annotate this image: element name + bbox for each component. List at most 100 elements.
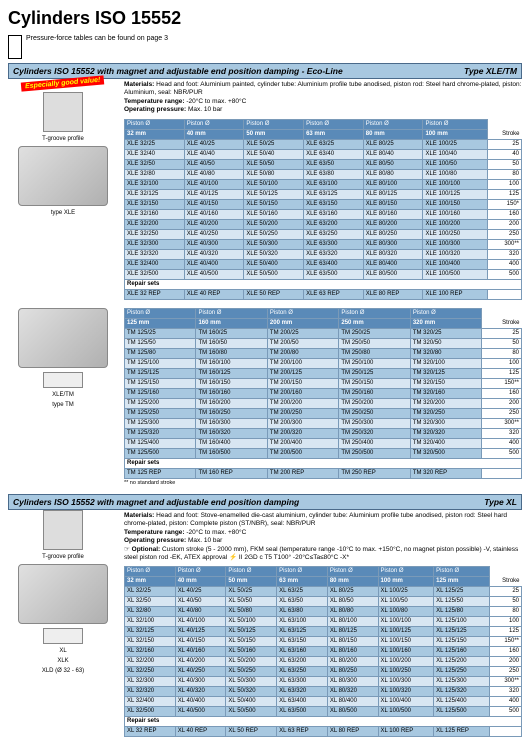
cell: 300**: [482, 418, 522, 428]
cell: TM 320/250: [410, 408, 481, 418]
cell: XLE 40/25: [184, 139, 244, 149]
cell: TM 320/80: [410, 348, 481, 358]
cell: XL 125/25: [434, 587, 490, 597]
cell: XL 80/300: [327, 677, 378, 687]
repair-cell: XLE 50 REP: [244, 289, 304, 299]
cell: 320: [482, 428, 522, 438]
profile-image: [43, 92, 83, 132]
cell: TM 320/100: [410, 358, 481, 368]
cell: TM 160/150: [196, 378, 267, 388]
col-header-size: 80 mm: [327, 577, 378, 587]
cell: TM 200/500: [267, 448, 338, 458]
cell: TM 200/200: [267, 398, 338, 408]
cell: XL 80/200: [327, 657, 378, 667]
image-column: XLE/TMtype TM: [8, 308, 118, 486]
cell: XLE 50/400: [244, 259, 304, 269]
cell: XL 40/320: [175, 687, 226, 697]
cell: TM 200/250: [267, 408, 338, 418]
col-header: Piston Ø: [423, 119, 488, 129]
note-text: Pressure-force tables can be found on pa…: [26, 35, 168, 43]
cell: 125: [488, 189, 522, 199]
col-header-size: 100 mm: [423, 129, 488, 139]
col-header: Piston Ø: [125, 119, 185, 129]
repair-cell: TM 250 REP: [339, 468, 410, 478]
cell: XL 40/400: [175, 697, 226, 707]
col-header-size: 63 mm: [277, 577, 328, 587]
cell: TM 160/300: [196, 418, 267, 428]
cell: TM 250/125: [339, 368, 410, 378]
col-header: Piston Ø: [267, 308, 338, 318]
cell: TM 200/50: [267, 338, 338, 348]
col-header-stroke: Stroke: [489, 577, 521, 587]
repair-cell: TM 200 REP: [267, 468, 338, 478]
cell: XL 63/150: [277, 637, 328, 647]
cell: XLE 80/320: [363, 249, 423, 259]
cell: XLE 50/150: [244, 199, 304, 209]
cell: TM 250/320: [339, 428, 410, 438]
cell: XLE 50/300: [244, 239, 304, 249]
cell: 250: [489, 667, 521, 677]
table-row: TM 125/250TM 160/250TM 200/250TM 250/250…: [125, 408, 522, 418]
cell: XL 40/80: [175, 607, 226, 617]
cell: TM 320/50: [410, 338, 481, 348]
cell: XL 63/200: [277, 657, 328, 667]
table-row: XL 32/250XL 40/250XL 50/250XL 63/250XL 8…: [125, 667, 522, 677]
cell: XLE 80/80: [363, 169, 423, 179]
cell: XLE 80/100: [363, 179, 423, 189]
caption: T-groove profile: [42, 554, 84, 560]
cell: XL 80/500: [327, 707, 378, 717]
col-header-size: 50 mm: [244, 129, 304, 139]
cell: TM 250/160: [339, 388, 410, 398]
diagram-icon: [43, 372, 83, 388]
caption: T-groove profile: [42, 136, 84, 142]
cell: 40: [488, 149, 522, 159]
cell: XLE 50/125: [244, 189, 304, 199]
cell: 80: [488, 169, 522, 179]
col-header-size: 100 mm: [378, 577, 434, 587]
cell: 125: [482, 368, 522, 378]
col-header-size: 125 mm: [125, 318, 196, 328]
cell: TM 160/160: [196, 388, 267, 398]
cell: XL 80/25: [327, 587, 378, 597]
col-header: Piston Ø: [184, 119, 244, 129]
cell: XLE 63/400: [304, 259, 364, 269]
cell: 100: [482, 358, 522, 368]
repair-label-row: Repair sets: [125, 458, 522, 468]
repair-cell: XLE 32 REP: [125, 289, 185, 299]
col-header: [488, 119, 522, 129]
cell: XL 50/25: [226, 587, 277, 597]
cell: XLE 40/40: [184, 149, 244, 159]
cell: XLE 63/25: [304, 139, 364, 149]
cell: XLE 100/250: [423, 229, 488, 239]
table-row: TM 125/50TM 160/50TM 200/50TM 250/50TM 3…: [125, 338, 522, 348]
repair-row: XLE 32 REPXLE 40 REPXLE 50 REPXLE 63 REP…: [125, 289, 522, 299]
cell: XL 40/500: [175, 707, 226, 717]
cell: XLE 63/150: [304, 199, 364, 209]
cell: XL 32/250: [125, 667, 176, 677]
cell: XL 125/150: [434, 637, 490, 647]
cell: TM 160/100: [196, 358, 267, 368]
cell: XL 63/300: [277, 677, 328, 687]
table-row: XL 32/200XL 40/200XL 50/200XL 63/200XL 8…: [125, 657, 522, 667]
section-type: Type XLE/TM: [464, 66, 517, 76]
product-table: Piston ØPiston ØPiston ØPiston ØPiston Ø…: [124, 308, 522, 479]
cell: XLE 32/160: [125, 209, 185, 219]
table-row: TM 125/80TM 160/80TM 200/80TM 250/80TM 3…: [125, 348, 522, 358]
cell: XLE 40/500: [184, 269, 244, 279]
cell: XLE 100/125: [423, 189, 488, 199]
table-row: XLE 32/25XLE 40/25XLE 50/25XLE 63/25XLE …: [125, 139, 522, 149]
cell: TM 320/150: [410, 378, 481, 388]
cell: TM 200/400: [267, 438, 338, 448]
repair-cell: XL 32 REP: [125, 727, 176, 737]
cell: TM 125/25: [125, 328, 196, 338]
cell: XL 40/300: [175, 677, 226, 687]
col-header-size: 32 mm: [125, 129, 185, 139]
cell: TM 160/250: [196, 408, 267, 418]
cell: XL 50/160: [226, 647, 277, 657]
cell: XLE 63/300: [304, 239, 364, 249]
cell: 250: [482, 408, 522, 418]
cell: TM 125/50: [125, 338, 196, 348]
cell: XL 63/320: [277, 687, 328, 697]
cell: 100: [489, 617, 521, 627]
cell: 200: [488, 219, 522, 229]
